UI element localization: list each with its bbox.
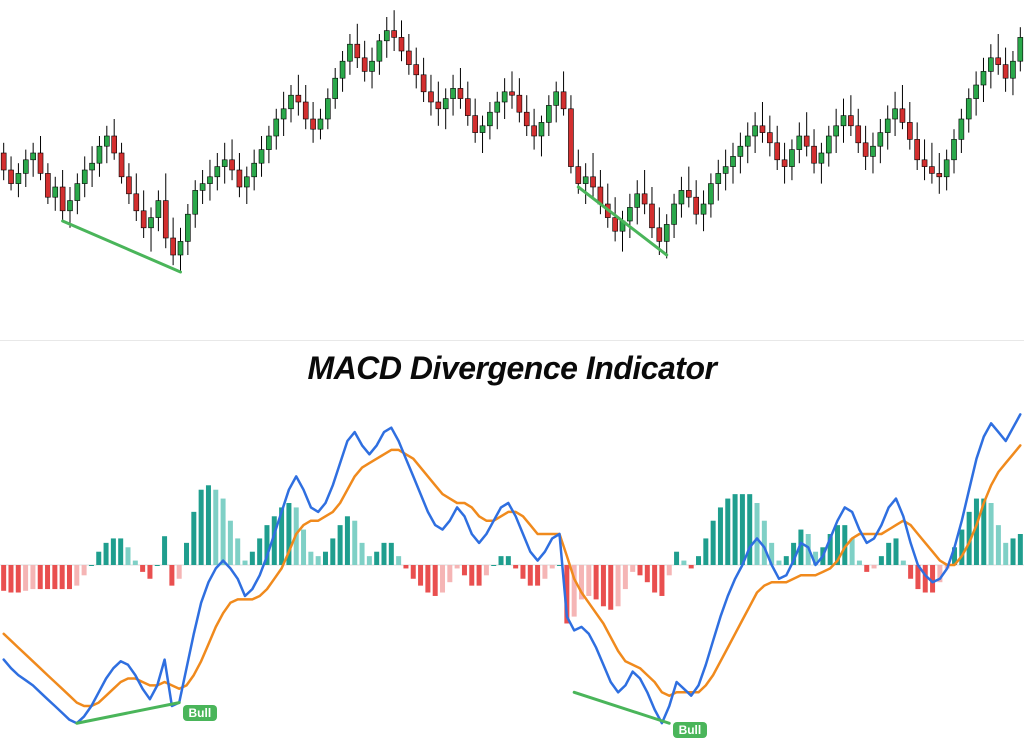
bull-divergence-label: Bull — [183, 705, 218, 721]
chart-container: MACD Divergence Indicator Bull Bull — [0, 0, 1024, 747]
panel-divider — [0, 340, 1024, 341]
price-candlestick-panel — [0, 0, 1024, 340]
macd-indicator-panel: Bull Bull — [0, 400, 1024, 747]
chart-title: MACD Divergence Indicator — [0, 350, 1024, 387]
bull-divergence-label: Bull — [673, 722, 708, 738]
